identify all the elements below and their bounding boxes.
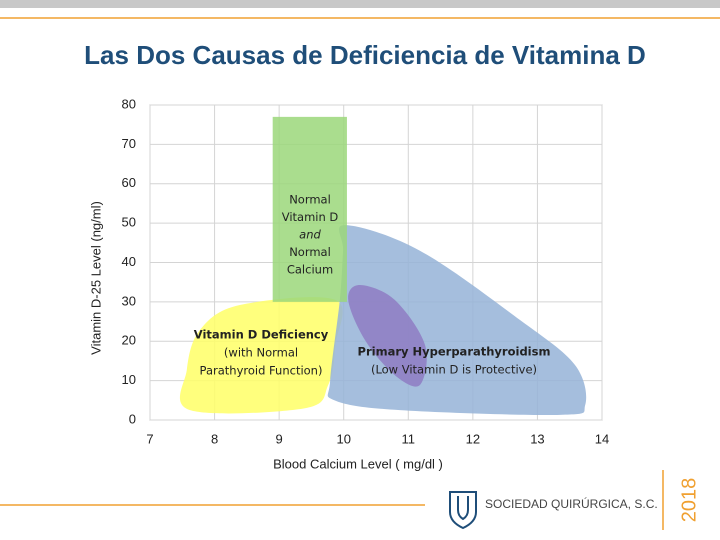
logo-mark [457,496,469,521]
annotation: (with Normal [224,346,298,360]
annotation: Vitamin D Deficiency [194,328,329,342]
x-axis-label: Blood Calcium Level ( mg/dl ) [273,456,443,471]
y-axis-label: Vitamin D-25 Level (ng/ml) [88,201,103,355]
region [272,116,347,302]
annotation: Primary Hyperparathyroidism [358,345,551,359]
slide-title: Las Dos Causas de Deficiencia de Vitamin… [84,40,646,70]
annotation: Normal [289,245,331,259]
annotation: Vitamin D [282,210,339,224]
x-tick-label: 8 [211,431,218,446]
y-tick-label: 60 [122,175,136,190]
y-tick-label: 50 [122,215,136,230]
region [179,297,343,414]
x-tick-label: 11 [402,431,416,446]
top-bar [0,0,720,8]
year: 2018 [678,478,700,523]
annotation: Calcium [287,263,333,277]
annotation: (Low Vitamin D is Protective) [371,363,537,377]
x-tick-label: 14 [595,431,609,446]
x-tick-label: 12 [466,431,480,446]
y-tick-label: 10 [122,372,136,387]
y-tick-label: 40 [122,254,136,269]
chart: 0 10 20 30 40 50 60 70 80 7 8 9 10 11 12 13 14 Blood Calc… [88,96,609,471]
logo [449,491,477,530]
annotation: and [299,228,321,242]
x-tick-label: 13 [530,431,544,446]
org-name: SOCIEDAD QUIRÚRGICA, S.C. [485,496,658,511]
x-tick-label: 10 [336,431,350,446]
y-tick-label: 80 [122,96,136,111]
y-tick-label: 70 [122,136,136,151]
region [348,284,427,387]
logo-shield [449,491,477,530]
y-tick-label: 30 [122,293,136,308]
y-tick-label: 0 [129,411,136,426]
x-tick-label: 7 [146,431,153,446]
y-tick-label: 20 [122,333,136,348]
annotation: Normal [289,193,331,207]
x-tick-label: 9 [276,431,283,446]
annotation: Parathyroid Function) [200,364,323,378]
